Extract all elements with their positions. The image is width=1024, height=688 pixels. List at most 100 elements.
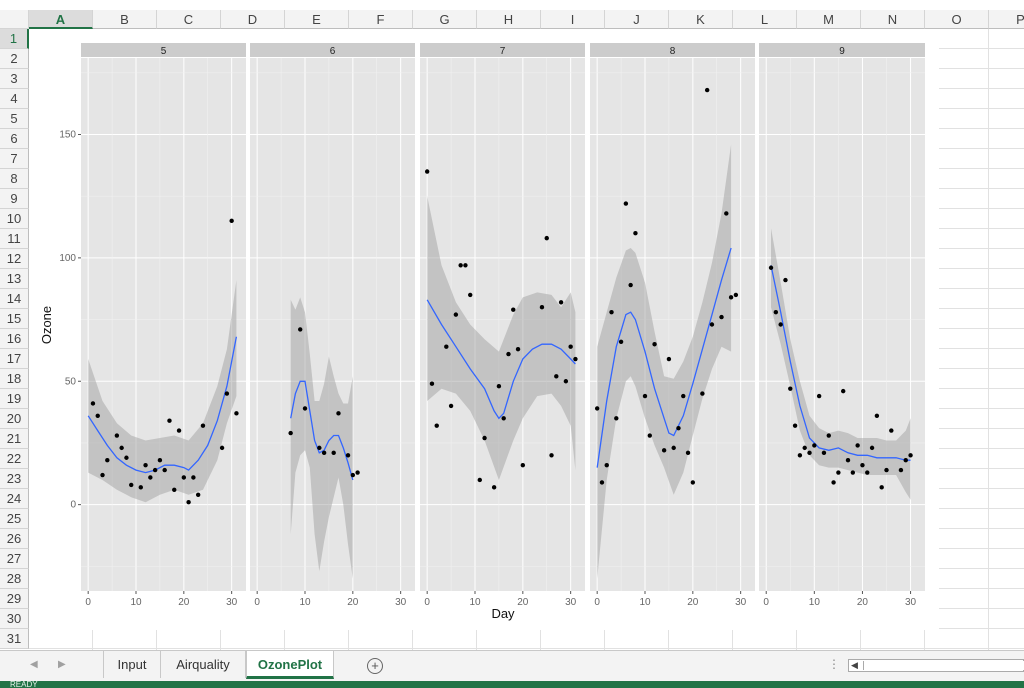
row-header-4[interactable]: 4 — [0, 89, 29, 109]
more-options-icon[interactable]: ⋮ — [828, 657, 840, 671]
row-header-25[interactable]: 25 — [0, 509, 29, 529]
data-point — [681, 393, 686, 399]
x-tick-label: 0 — [763, 597, 769, 608]
row-header-3[interactable]: 3 — [0, 69, 29, 89]
row-header-21[interactable]: 21 — [0, 429, 29, 449]
x-tick-label: 20 — [687, 597, 699, 608]
data-point — [515, 346, 521, 352]
select-all-corner[interactable] — [0, 10, 29, 29]
row-header-1[interactable]: 1 — [0, 29, 29, 49]
row-header-19[interactable]: 19 — [0, 389, 29, 409]
data-point — [458, 263, 463, 268]
data-point — [172, 487, 177, 493]
data-point — [807, 450, 812, 456]
row-header-18[interactable]: 18 — [0, 369, 29, 389]
column-header-n[interactable]: N — [861, 10, 925, 29]
row-header-13[interactable]: 13 — [0, 269, 29, 289]
row-header-9[interactable]: 9 — [0, 189, 29, 209]
column-header-f[interactable]: F — [349, 10, 413, 29]
data-point — [860, 462, 865, 468]
row-header-7[interactable]: 7 — [0, 149, 29, 169]
column-header-h[interactable]: H — [477, 10, 541, 29]
row-header-24[interactable]: 24 — [0, 489, 29, 509]
data-point — [633, 230, 638, 236]
row-header-29[interactable]: 29 — [0, 589, 29, 609]
scroll-left-icon[interactable]: ◀ — [851, 660, 858, 670]
x-tick-label: 10 — [639, 597, 651, 608]
column-header-i[interactable]: I — [541, 10, 605, 29]
data-point — [148, 475, 153, 480]
column-header-l[interactable]: L — [733, 10, 797, 29]
row-header-2[interactable]: 2 — [0, 49, 29, 69]
row-header-16[interactable]: 16 — [0, 329, 29, 349]
tab-input[interactable]: Input — [103, 651, 161, 678]
column-header-e[interactable]: E — [285, 10, 349, 29]
horizontal-scrollbar[interactable]: ◀ — [848, 659, 1024, 672]
data-point — [661, 448, 667, 453]
column-header-c[interactable]: C — [157, 10, 221, 29]
column-header-j[interactable]: J — [605, 10, 669, 29]
facet-panel-7: 7 0 10 20 30 — [420, 43, 585, 608]
data-point — [719, 314, 724, 320]
data-point — [176, 428, 182, 433]
confidence-band — [290, 297, 353, 579]
smooth-line — [770, 265, 911, 461]
x-tick-label: 20 — [347, 597, 359, 608]
row-header-30[interactable]: 30 — [0, 609, 29, 629]
column-header-m[interactable]: M — [797, 10, 861, 29]
data-point — [704, 87, 710, 93]
data-point — [520, 462, 526, 468]
smooth-line — [596, 247, 732, 468]
tab-ozoneplot[interactable]: OzonePlot — [246, 651, 334, 679]
row-header-15[interactable]: 15 — [0, 309, 29, 329]
row-header-28[interactable]: 28 — [0, 569, 29, 589]
scrollbar-thumb[interactable] — [863, 661, 1024, 670]
scroll-tabs-right-icon[interactable]: ▶ — [58, 659, 66, 670]
row-header-23[interactable]: 23 — [0, 469, 29, 489]
row-header-20[interactable]: 20 — [0, 409, 29, 429]
status-text: READY — [10, 681, 38, 688]
data-point — [424, 169, 430, 174]
data-point — [554, 374, 559, 379]
data-point — [539, 305, 545, 310]
row-header-31[interactable]: 31 — [0, 629, 29, 649]
data-point — [219, 445, 225, 451]
scroll-tabs-left-icon[interactable]: ◀ — [30, 659, 38, 670]
sheet-tab-bar: ◀ ▶ Input Airquality OzonePlot + ⋮ ◀ — [0, 650, 1024, 681]
data-point — [609, 309, 614, 315]
add-sheet-button[interactable]: + — [367, 658, 383, 674]
row-header-8[interactable]: 8 — [0, 169, 29, 189]
row-header-5[interactable]: 5 — [0, 109, 29, 129]
column-header-o[interactable]: O — [925, 10, 989, 29]
data-point — [463, 263, 468, 268]
row-header-10[interactable]: 10 — [0, 209, 29, 229]
data-point — [298, 327, 303, 332]
tab-airquality[interactable]: Airquality — [161, 651, 246, 678]
row-header-22[interactable]: 22 — [0, 449, 29, 469]
y-axis-label: Ozone — [39, 306, 54, 344]
column-header-a[interactable]: A — [29, 10, 93, 29]
data-point — [496, 383, 502, 389]
column-header-g[interactable]: G — [413, 10, 477, 29]
data-point — [191, 475, 196, 480]
row-header-26[interactable]: 26 — [0, 529, 29, 549]
x-tick-label: 10 — [469, 597, 481, 608]
row-header-12[interactable]: 12 — [0, 249, 29, 269]
row-header-17[interactable]: 17 — [0, 349, 29, 369]
column-header-b[interactable]: B — [93, 10, 157, 29]
y-tick-label: 100 — [59, 253, 76, 264]
data-point — [429, 381, 435, 386]
data-point — [568, 344, 573, 349]
row-header-6[interactable]: 6 — [0, 129, 29, 149]
data-point — [614, 416, 619, 421]
row-header-14[interactable]: 14 — [0, 289, 29, 309]
row-header-27[interactable]: 27 — [0, 549, 29, 569]
column-header-d[interactable]: D — [221, 10, 285, 29]
row-header-11[interactable]: 11 — [0, 229, 29, 249]
facet-strip — [420, 43, 585, 57]
data-point — [773, 309, 779, 315]
column-header-k[interactable]: K — [669, 10, 733, 29]
column-header-p[interactable]: P — [989, 10, 1024, 29]
